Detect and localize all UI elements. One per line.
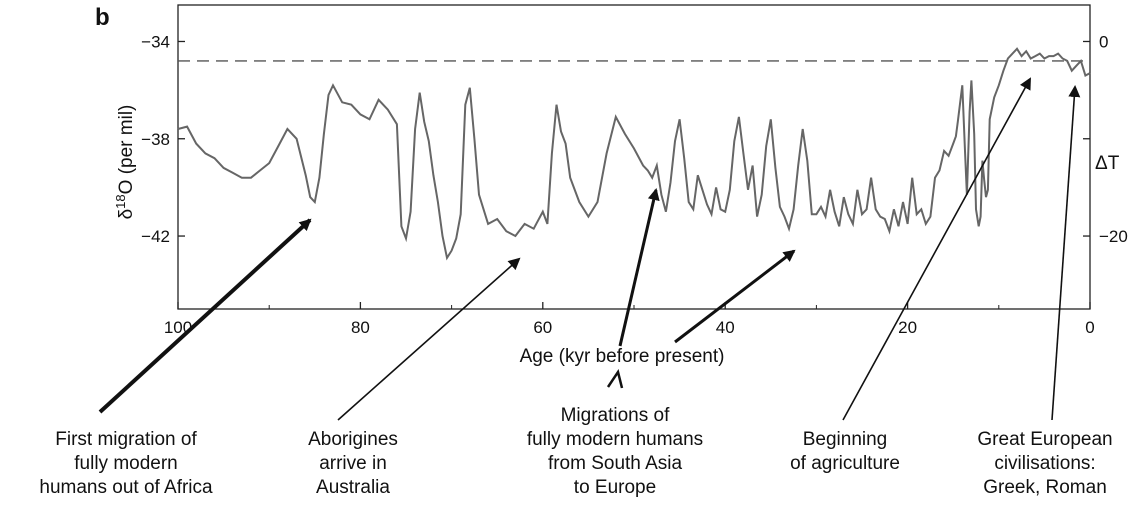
y-right-tick-label: −20 bbox=[1099, 227, 1128, 246]
plot-frame bbox=[177, 4, 1091, 310]
arrow-agriculture bbox=[842, 77, 1031, 421]
y-left-tick-label: −34 bbox=[141, 32, 170, 51]
arrow-civilisations bbox=[1051, 85, 1081, 421]
annotation-migrations: Migrations of fully modern humans from S… bbox=[526, 405, 704, 498]
arrow-migrations-1 bbox=[618, 188, 660, 347]
y-axis-left-title: δ18O (per mil) bbox=[113, 105, 138, 220]
x-tick-label: 40 bbox=[716, 318, 735, 337]
y-axis-right-title: ΔT bbox=[1095, 153, 1120, 174]
x-tick-label: 20 bbox=[898, 318, 917, 337]
annotation-aborigines: Aborigines arrive in Australia bbox=[308, 429, 398, 498]
arrow-migrations-2 bbox=[674, 249, 796, 344]
y-right-tick-label: 0 bbox=[1099, 32, 1108, 51]
arrow-aborigines bbox=[337, 257, 521, 421]
arrow-migrations-tail bbox=[606, 368, 624, 389]
x-tick-label: 0 bbox=[1085, 318, 1094, 337]
series-line bbox=[177, 47, 1091, 261]
x-tick-label: 80 bbox=[351, 318, 370, 337]
y-axis-left-ticks: −34 −38 −42 bbox=[141, 32, 185, 246]
y-left-tick-label: −38 bbox=[141, 130, 170, 149]
arrow-first-migration bbox=[98, 218, 312, 414]
x-tick-label: 60 bbox=[533, 318, 552, 337]
annotation-agriculture: Beginning of agriculture bbox=[790, 429, 900, 474]
annotation-first-migration: First migration of fully modern humans o… bbox=[39, 429, 213, 498]
annotation-civilisations: Great European civilisations: Greek, Rom… bbox=[977, 429, 1113, 498]
panel-letter: b bbox=[95, 4, 110, 31]
x-axis-ticks: 100 80 60 40 20 0 bbox=[164, 302, 1095, 337]
y-left-tick-label: −42 bbox=[141, 227, 170, 246]
y-axis-right-ticks: 0 −20 bbox=[1083, 32, 1128, 246]
x-axis-title: Age (kyr before present) bbox=[520, 346, 725, 367]
